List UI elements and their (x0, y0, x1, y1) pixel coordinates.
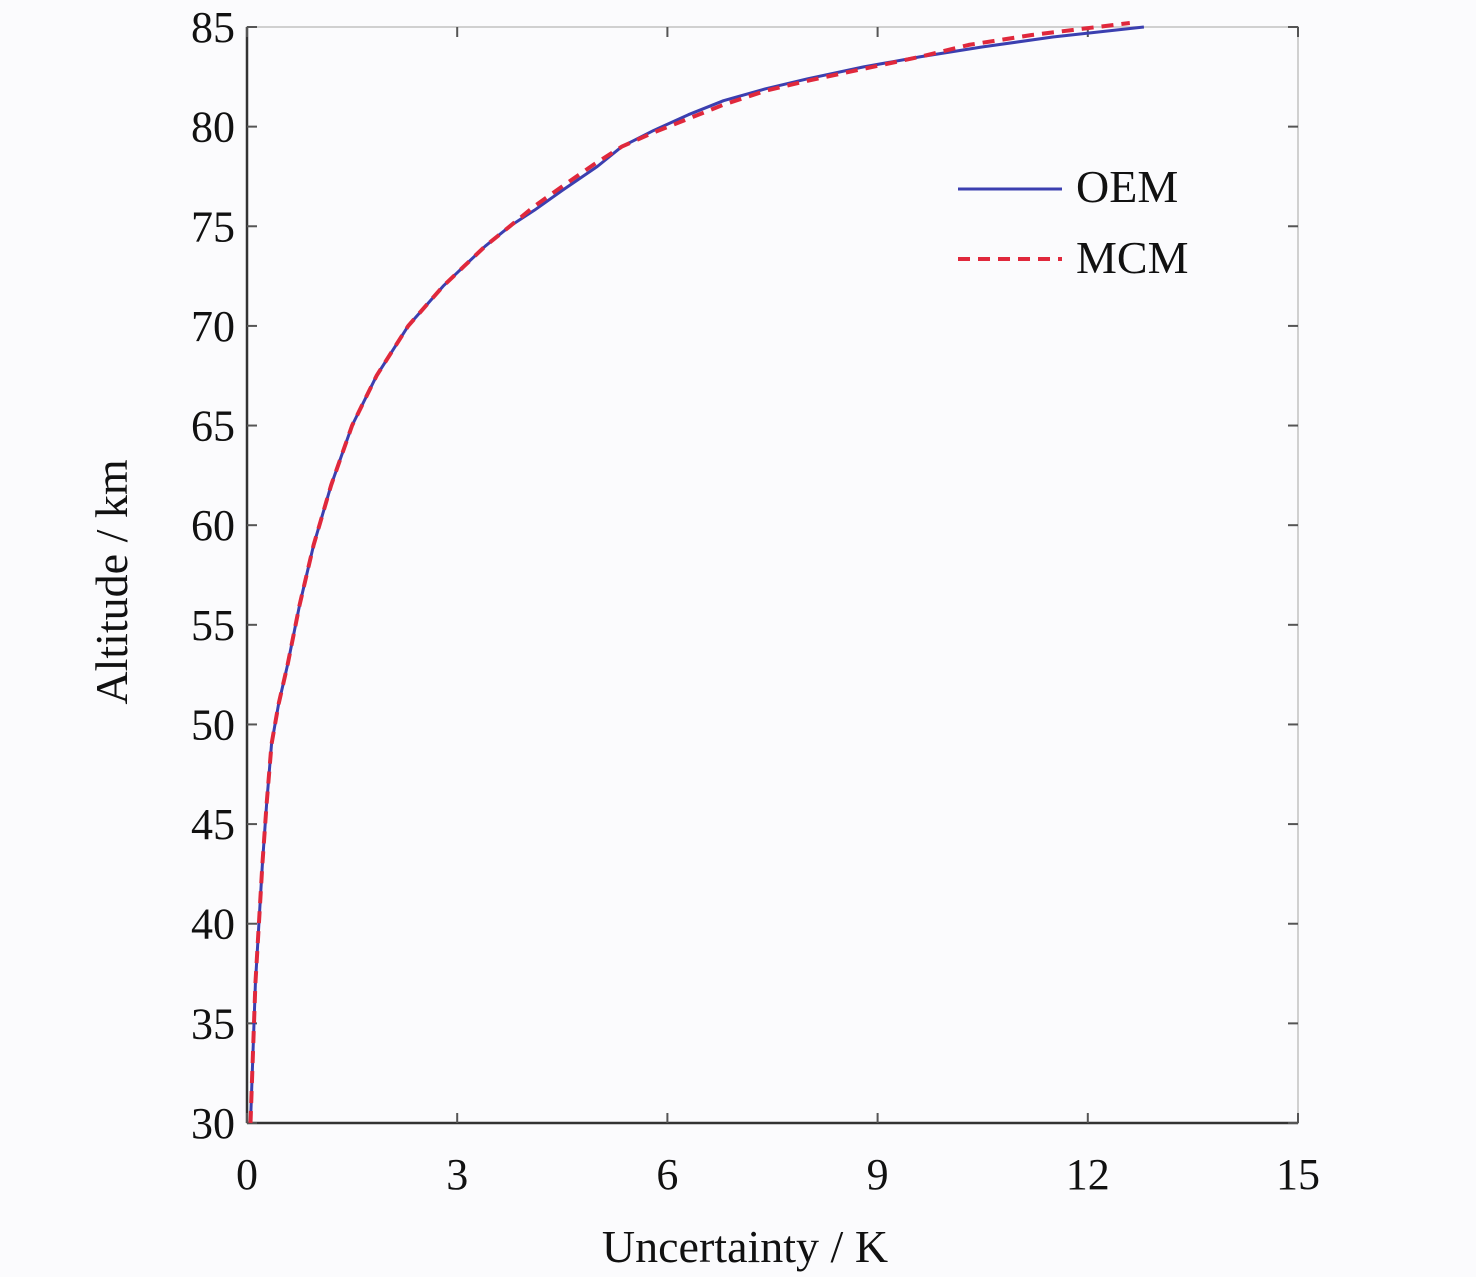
x-tick-label: 3 (446, 1150, 468, 1199)
y-tick-label: 65 (191, 402, 235, 451)
y-tick-label: 70 (191, 302, 235, 351)
y-axis-title: Altitude / km (86, 459, 137, 705)
x-tick-label: 12 (1066, 1150, 1110, 1199)
x-axis-ticks: 0 3 6 9 12 15 (236, 27, 1320, 1199)
y-tick-label: 80 (191, 103, 235, 152)
x-tick-label: 6 (656, 1150, 678, 1199)
legend-label-oem: OEM (1076, 161, 1178, 212)
x-axis-title: Uncertainty / K (602, 1221, 888, 1272)
y-tick-label: 55 (191, 601, 235, 650)
x-tick-label: 0 (236, 1150, 258, 1199)
y-tick-label: 50 (191, 700, 235, 749)
y-tick-label: 45 (191, 800, 235, 849)
legend-label-mcm: MCM (1076, 232, 1188, 283)
x-tick-label: 9 (867, 1150, 889, 1199)
legend: OEM MCM (958, 161, 1188, 283)
y-tick-label: 85 (191, 3, 235, 52)
series-line-mcm (248, 21, 1131, 1124)
axes-frame (245, 26, 1299, 1125)
y-tick-label: 75 (191, 202, 235, 251)
y-tick-label: 60 (191, 501, 235, 550)
x-tick-label: 15 (1276, 1150, 1320, 1199)
y-tick-label: 35 (191, 999, 235, 1048)
y-axis-ticks: 30 35 40 45 50 55 60 65 70 75 80 85 (191, 3, 1298, 1148)
plot-area (246, 26, 1299, 1124)
y-tick-label: 30 (191, 1099, 235, 1148)
y-tick-label: 40 (191, 900, 235, 949)
plot-series (248, 21, 1145, 1124)
